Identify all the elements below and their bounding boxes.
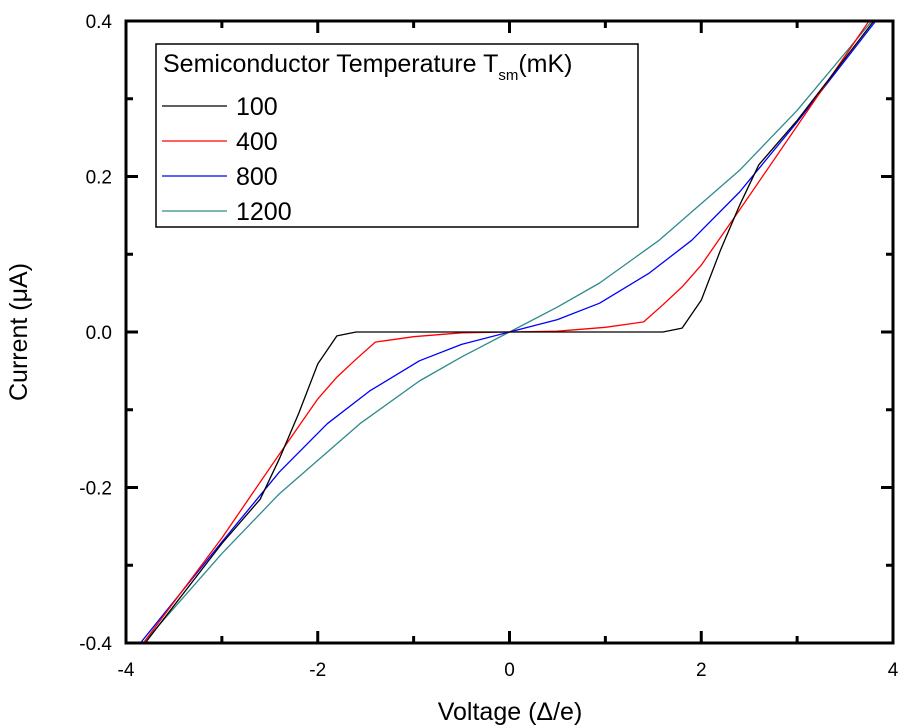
legend-entry-400: 400 [162, 128, 278, 156]
y-tick-label: -0.2 [79, 479, 112, 500]
legend-title-main: Semiconductor Temperature T [163, 50, 498, 78]
legend-entries: 100 400 800 1200 [162, 93, 292, 226]
y-tick-label: 0.2 [86, 168, 112, 189]
legend-label: 800 [236, 163, 278, 191]
series-line-100 [144, 20, 875, 644]
legend-title-unit: (mK) [518, 50, 572, 78]
axes-layer [124, 19, 895, 645]
y-tick-label: 0.4 [86, 12, 113, 33]
series-layer [139, 20, 877, 644]
legend-entry-800: 800 [162, 163, 278, 191]
legend-label: 400 [236, 128, 278, 156]
x-tick-label: 4 [888, 660, 899, 681]
x-axis-title: Voltage (Δ/e) [438, 698, 583, 726]
legend-box [155, 43, 639, 228]
x-tick-label: -4 [118, 660, 135, 681]
x-tick-label: 2 [696, 660, 707, 681]
legend: Semiconductor Temperature Tsm(mK) 100 400… [155, 43, 639, 228]
tick-labels: -4 -2 0 2 4 -0.4 -0.2 0.0 0.2 0.4 [79, 12, 898, 681]
legend-label: 100 [236, 93, 278, 121]
x-tick-label: 0 [504, 660, 515, 681]
x-tick-label: -2 [309, 660, 326, 681]
legend-title-sub: sm [498, 67, 518, 84]
y-axis-title: Current (μA) [5, 263, 33, 401]
y-tick-label: -0.4 [79, 634, 112, 655]
legend-entry-1200: 1200 [162, 198, 292, 226]
legend-label: 1200 [236, 198, 292, 226]
legend-title: Semiconductor Temperature Tsm(mK) [163, 50, 573, 84]
legend-entry-100: 100 [162, 93, 278, 121]
y-tick-label: 0.0 [86, 323, 112, 344]
